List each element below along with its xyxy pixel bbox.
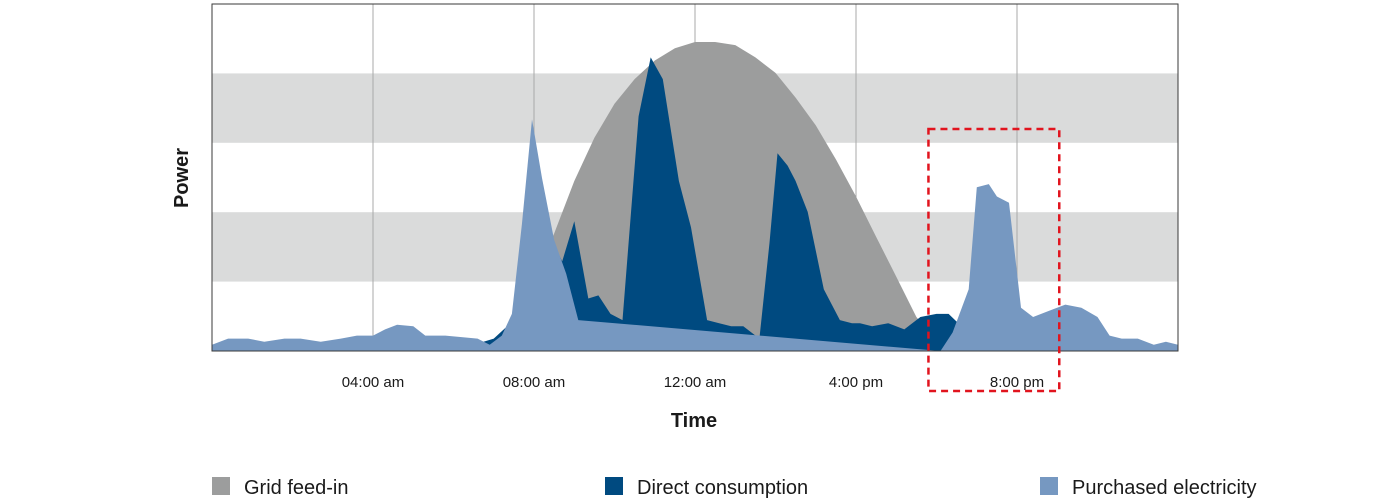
x-tick-label-20: 8:00 pm: [990, 374, 1044, 391]
series-area-grid-feed-in: [493, 42, 949, 351]
series-areas: [212, 42, 1178, 352]
plot-frame: [211, 3, 1179, 352]
highlight-box: [927, 127, 1061, 393]
x-axis-title: Time: [671, 410, 717, 432]
series-area-purchased-electricity: [212, 119, 1178, 351]
legend-swatch-purchased-electricity: [1040, 477, 1058, 495]
legend-swatch-direct-consumption: [605, 477, 623, 495]
x-tick-label-16: 4:00 pm: [829, 374, 883, 391]
legend-label-grid-feed-in: Grid feed-in: [244, 477, 349, 499]
x-tick-label-12: 12:00 am: [664, 374, 727, 391]
legend-label-direct-consumption: Direct consumption: [637, 477, 808, 499]
legend-swatch-grid-feed-in: [212, 477, 230, 495]
legend: Grid feed-in Direct consumption Purchased …: [212, 477, 1257, 499]
y-axis-title: Power: [171, 148, 193, 208]
x-tick-label-8: 08:00 am: [503, 374, 566, 391]
x-tick-label-4: 04:00 am: [342, 374, 405, 391]
x-tick-labels: 04:00 am 08:00 am 12:00 am 4:00 pm 8:00 pm: [342, 374, 1044, 391]
legend-label-purchased-electricity: Purchased electricity: [1072, 477, 1257, 499]
